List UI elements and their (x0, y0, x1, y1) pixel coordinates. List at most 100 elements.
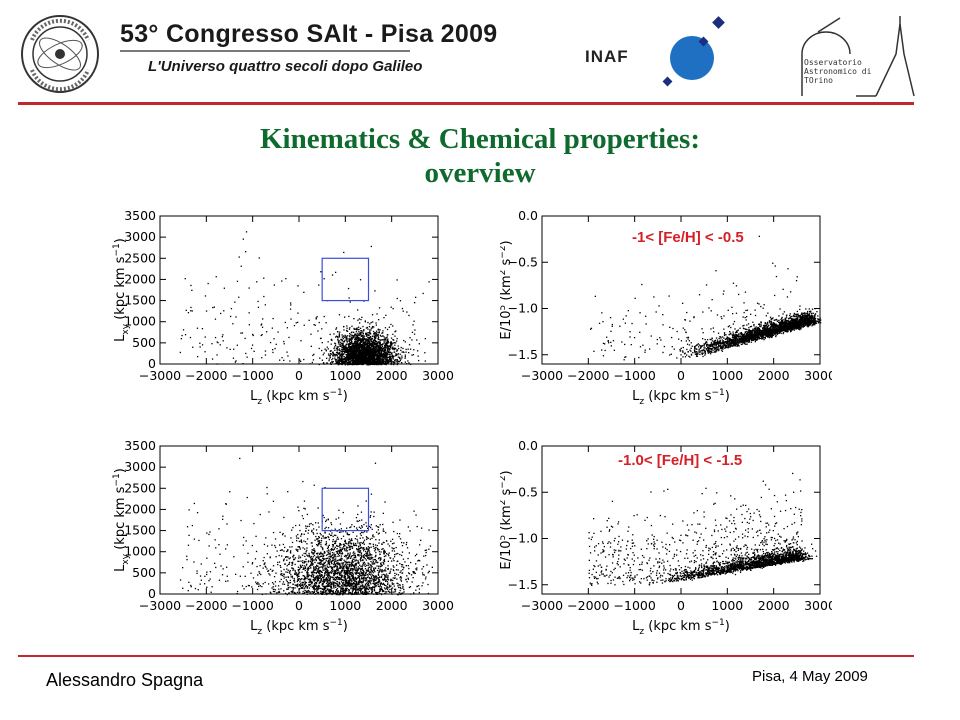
scatter-point (379, 349, 381, 351)
scatter-point (715, 341, 717, 343)
scatter-point (750, 332, 753, 334)
scatter-point (359, 354, 361, 356)
scatter-point (756, 333, 758, 336)
scatter-point (366, 348, 369, 351)
scatter-point (383, 349, 385, 352)
scatter-point (809, 311, 811, 313)
scatter-point (375, 352, 377, 354)
scatter-point (773, 319, 775, 321)
scatter-point (390, 344, 392, 346)
scatter-point (232, 357, 235, 359)
scatter-point (352, 351, 354, 354)
scatter-point (368, 337, 370, 339)
scatter-point (353, 349, 355, 351)
scatter-point (741, 339, 743, 341)
scatter-point (376, 341, 379, 343)
scatter-point (388, 345, 390, 348)
scatter-point (369, 342, 371, 344)
scatter-point (742, 327, 745, 329)
scatter-point (337, 336, 339, 338)
scatter-point (351, 353, 353, 355)
scatter-point (810, 322, 812, 325)
scatter-point (393, 347, 395, 349)
scatter-point (337, 352, 339, 354)
scatter-point (362, 337, 364, 339)
scatter-point (803, 312, 806, 314)
scatter-point (800, 328, 802, 330)
scatter-point (771, 328, 773, 330)
scatter-point (789, 320, 792, 322)
scatter-point (351, 334, 353, 337)
scatter-point (381, 351, 383, 354)
scatter-point (312, 354, 314, 357)
scatter-point (372, 342, 374, 344)
scatter-point (768, 337, 771, 339)
scatter-point (352, 350, 354, 352)
scatter-point (383, 317, 385, 319)
scatter-point (355, 356, 357, 358)
scatter-point (236, 280, 239, 282)
scatter-point (321, 349, 323, 352)
scatter-point (386, 336, 388, 338)
scatter-point (378, 356, 380, 358)
scatter-point (375, 330, 378, 332)
scatter-point (341, 362, 343, 364)
scatter-point (378, 341, 380, 344)
scatter-point (321, 359, 323, 361)
scatter-point (379, 334, 381, 336)
scatter-point (688, 355, 690, 357)
scatter-point (367, 345, 369, 347)
scatter-point (370, 359, 372, 361)
scatter-point (348, 361, 350, 363)
scatter-point (789, 317, 791, 319)
scatter-point (369, 348, 371, 350)
scatter-point (365, 338, 367, 340)
scatter-point (381, 354, 383, 356)
scatter-point (707, 352, 709, 354)
scatter-point (338, 360, 340, 362)
scatter-point (791, 315, 793, 318)
scatter-point (357, 337, 360, 339)
scatter-point (381, 350, 383, 352)
scatter-point (372, 353, 375, 355)
scatter-point (346, 329, 348, 332)
scatter-point (416, 339, 418, 341)
scatter-point (364, 350, 366, 352)
scatter-point (770, 334, 772, 336)
scatter-point (371, 338, 374, 340)
scatter-point (223, 310, 225, 312)
scatter-point (354, 354, 356, 356)
scatter-point (215, 276, 217, 278)
scatter-point (382, 354, 384, 356)
scatter-point (393, 342, 395, 344)
scatter-point (790, 330, 792, 332)
scatter-point (807, 324, 809, 326)
scatter-point (362, 332, 364, 335)
scatter-point (808, 317, 810, 320)
scatter-point (365, 344, 367, 346)
scatter-point (387, 338, 389, 340)
scatter-point (411, 339, 413, 341)
scatter-point (324, 348, 326, 350)
scatter-point (351, 350, 353, 352)
scatter-point (796, 317, 798, 319)
scatter-point (289, 360, 291, 362)
scatter-point (216, 341, 218, 343)
scatter-point (358, 350, 360, 352)
scatter-point (353, 361, 355, 363)
scatter-point (342, 361, 344, 364)
scatter-point (714, 348, 716, 350)
scatter-point (351, 338, 353, 340)
scatter-point (732, 333, 734, 336)
scatter-point (689, 356, 691, 358)
scatter-point (390, 351, 392, 354)
scatter-point (373, 346, 375, 348)
scatter-point (338, 348, 341, 350)
scatter-point (326, 362, 328, 364)
scatter-point (378, 307, 381, 309)
scatter-point (716, 350, 718, 352)
y-axis-label: Lxy (kpc km s−1) (112, 238, 131, 342)
scatter-point (726, 336, 729, 339)
scatter-point (780, 332, 782, 334)
scatter-point (723, 328, 725, 330)
